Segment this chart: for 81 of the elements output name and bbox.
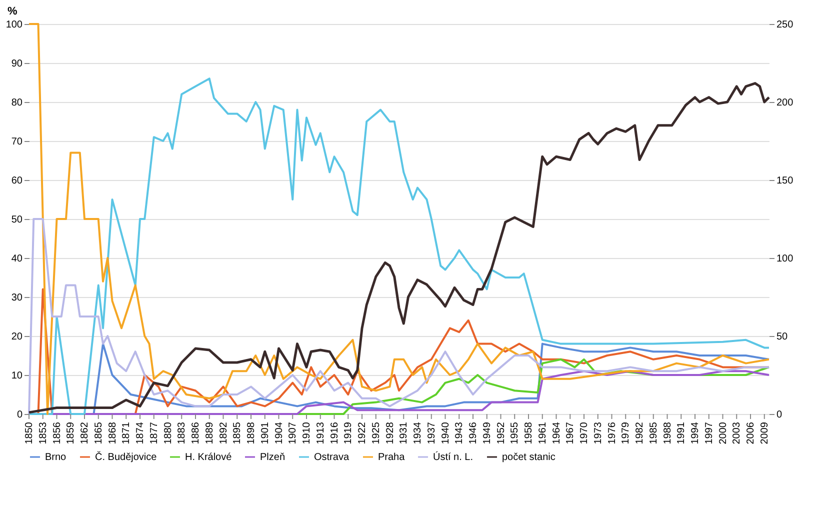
legend-label: Brno xyxy=(45,452,67,463)
x-tick-label: 1997 xyxy=(704,422,715,444)
x-tick-label: 1967 xyxy=(565,422,576,444)
x-tick-label: 1958 xyxy=(524,422,534,444)
x-tick-label: 1940 xyxy=(440,422,452,444)
y-tick-label: 60 xyxy=(11,176,23,186)
legend-label: Č. Budějovice xyxy=(95,451,158,463)
x-tick-label: 1916 xyxy=(329,422,340,444)
x-tick-label: 1955 xyxy=(510,422,521,444)
y-tick-label: 10 xyxy=(11,370,23,382)
y-tick-label: 0 xyxy=(16,410,23,420)
x-tick-label: 1952 xyxy=(496,422,507,444)
y2-tick-label: 200 xyxy=(776,98,794,108)
legend-label: Praha xyxy=(378,452,406,463)
y2-tick-label: 250 xyxy=(776,20,794,30)
legend-label: počet stanic xyxy=(502,452,556,463)
x-tick-label: 1973 xyxy=(592,422,604,444)
x-tick-label: 2009 xyxy=(759,422,770,444)
x-tick-label: 1994 xyxy=(690,422,701,444)
legend-label: H. Králové xyxy=(185,452,232,463)
x-tick-label: 1964 xyxy=(551,422,562,444)
x-tick-label: 1934 xyxy=(412,422,424,444)
y-tick-label: 20 xyxy=(11,332,23,342)
y2-tick-label: 100 xyxy=(776,254,794,264)
x-tick-label: 1862 xyxy=(80,422,90,444)
x-tick-label: 1961 xyxy=(537,422,548,444)
x-tick-label: 2003 xyxy=(732,422,743,444)
x-tick-label: 2006 xyxy=(746,422,756,444)
x-tick-label: 1859 xyxy=(66,422,77,444)
x-tick-label: 1979 xyxy=(620,422,632,444)
x-tick-label: 1874 xyxy=(135,422,146,444)
x-tick-label: 1943 xyxy=(454,422,466,444)
legend-label: Plzeň xyxy=(260,452,286,463)
x-tick-label: 1910 xyxy=(302,422,312,444)
x-tick-label: 1904 xyxy=(274,422,285,444)
legend-label: Ústí n. L. xyxy=(433,451,474,463)
x-tick-label: 1865 xyxy=(93,422,104,444)
y-tick-label: 70 xyxy=(11,136,23,148)
y-tick-label: 80 xyxy=(11,98,23,108)
y2-tick-label: 150 xyxy=(776,176,794,186)
x-tick-label: 1988 xyxy=(662,422,674,444)
x-tick-label: 1946 xyxy=(468,422,479,444)
y-tick-label: 90 xyxy=(11,58,23,70)
y-tick-label: 100 xyxy=(6,20,23,30)
legend-label: Ostrava xyxy=(314,452,350,463)
y2-tick-label: 50 xyxy=(776,332,788,342)
x-tick-label: 1886 xyxy=(190,422,202,444)
y-tick-label: 30 xyxy=(11,292,23,304)
x-tick-label: 1898 xyxy=(246,422,257,444)
x-tick-label: 1901 xyxy=(260,422,271,444)
x-tick-label: 1868 xyxy=(107,422,118,444)
y-tick-label: 40 xyxy=(11,254,23,264)
line-series xyxy=(28,218,770,415)
y-tick-label: 50 xyxy=(11,214,23,226)
x-tick-label: 1970 xyxy=(579,422,590,444)
x-tick-label: 1991 xyxy=(676,422,688,444)
x-tick-label: 1880 xyxy=(162,422,174,444)
x-tick-label: 1850 xyxy=(24,422,35,444)
x-tick-label: 1877 xyxy=(148,422,160,444)
x-tick-label: 2000 xyxy=(718,422,729,444)
x-tick-label: 1976 xyxy=(606,422,618,444)
x-tick-label: 1925 xyxy=(370,422,382,444)
x-tick-label: 1907 xyxy=(288,422,299,444)
x-tick-label: 1892 xyxy=(218,422,230,444)
x-tick-label: 1871 xyxy=(121,422,132,444)
x-tick-label: 1853 xyxy=(38,422,49,444)
y2-tick-label: 0 xyxy=(776,410,782,420)
x-tick-label: 1856 xyxy=(52,422,63,444)
x-tick-label: 1931 xyxy=(398,422,410,444)
x-tick-label: 1949 xyxy=(482,422,493,444)
x-tick-label: 1982 xyxy=(634,422,646,444)
x-tick-label: 1937 xyxy=(426,422,438,444)
x-tick-label: 1928 xyxy=(384,422,396,444)
x-tick-label: 1895 xyxy=(232,422,244,444)
x-tick-label: 1883 xyxy=(176,422,188,444)
x-tick-label: 1919 xyxy=(343,422,354,444)
x-tick-label: 1889 xyxy=(204,422,216,444)
x-tick-label: 1922 xyxy=(357,422,368,444)
x-tick-label: 1985 xyxy=(648,422,660,444)
y-axis-title: % xyxy=(8,6,18,18)
x-tick-label: 1913 xyxy=(315,422,326,444)
